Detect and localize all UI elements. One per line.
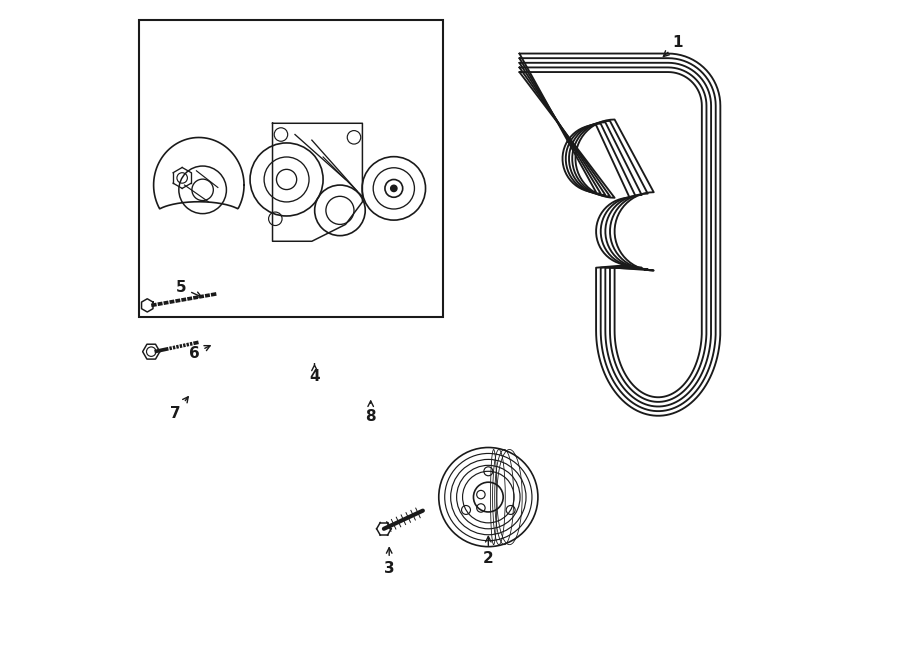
Circle shape	[391, 185, 397, 192]
Text: 8: 8	[365, 401, 376, 424]
Text: 1: 1	[663, 36, 683, 57]
Text: 6: 6	[189, 346, 210, 361]
Text: 3: 3	[384, 548, 394, 576]
Text: 7: 7	[170, 397, 188, 420]
Bar	[140, 20, 444, 317]
Text: 2: 2	[483, 537, 494, 566]
Text: 5: 5	[176, 280, 202, 297]
Text: 4: 4	[310, 364, 320, 384]
